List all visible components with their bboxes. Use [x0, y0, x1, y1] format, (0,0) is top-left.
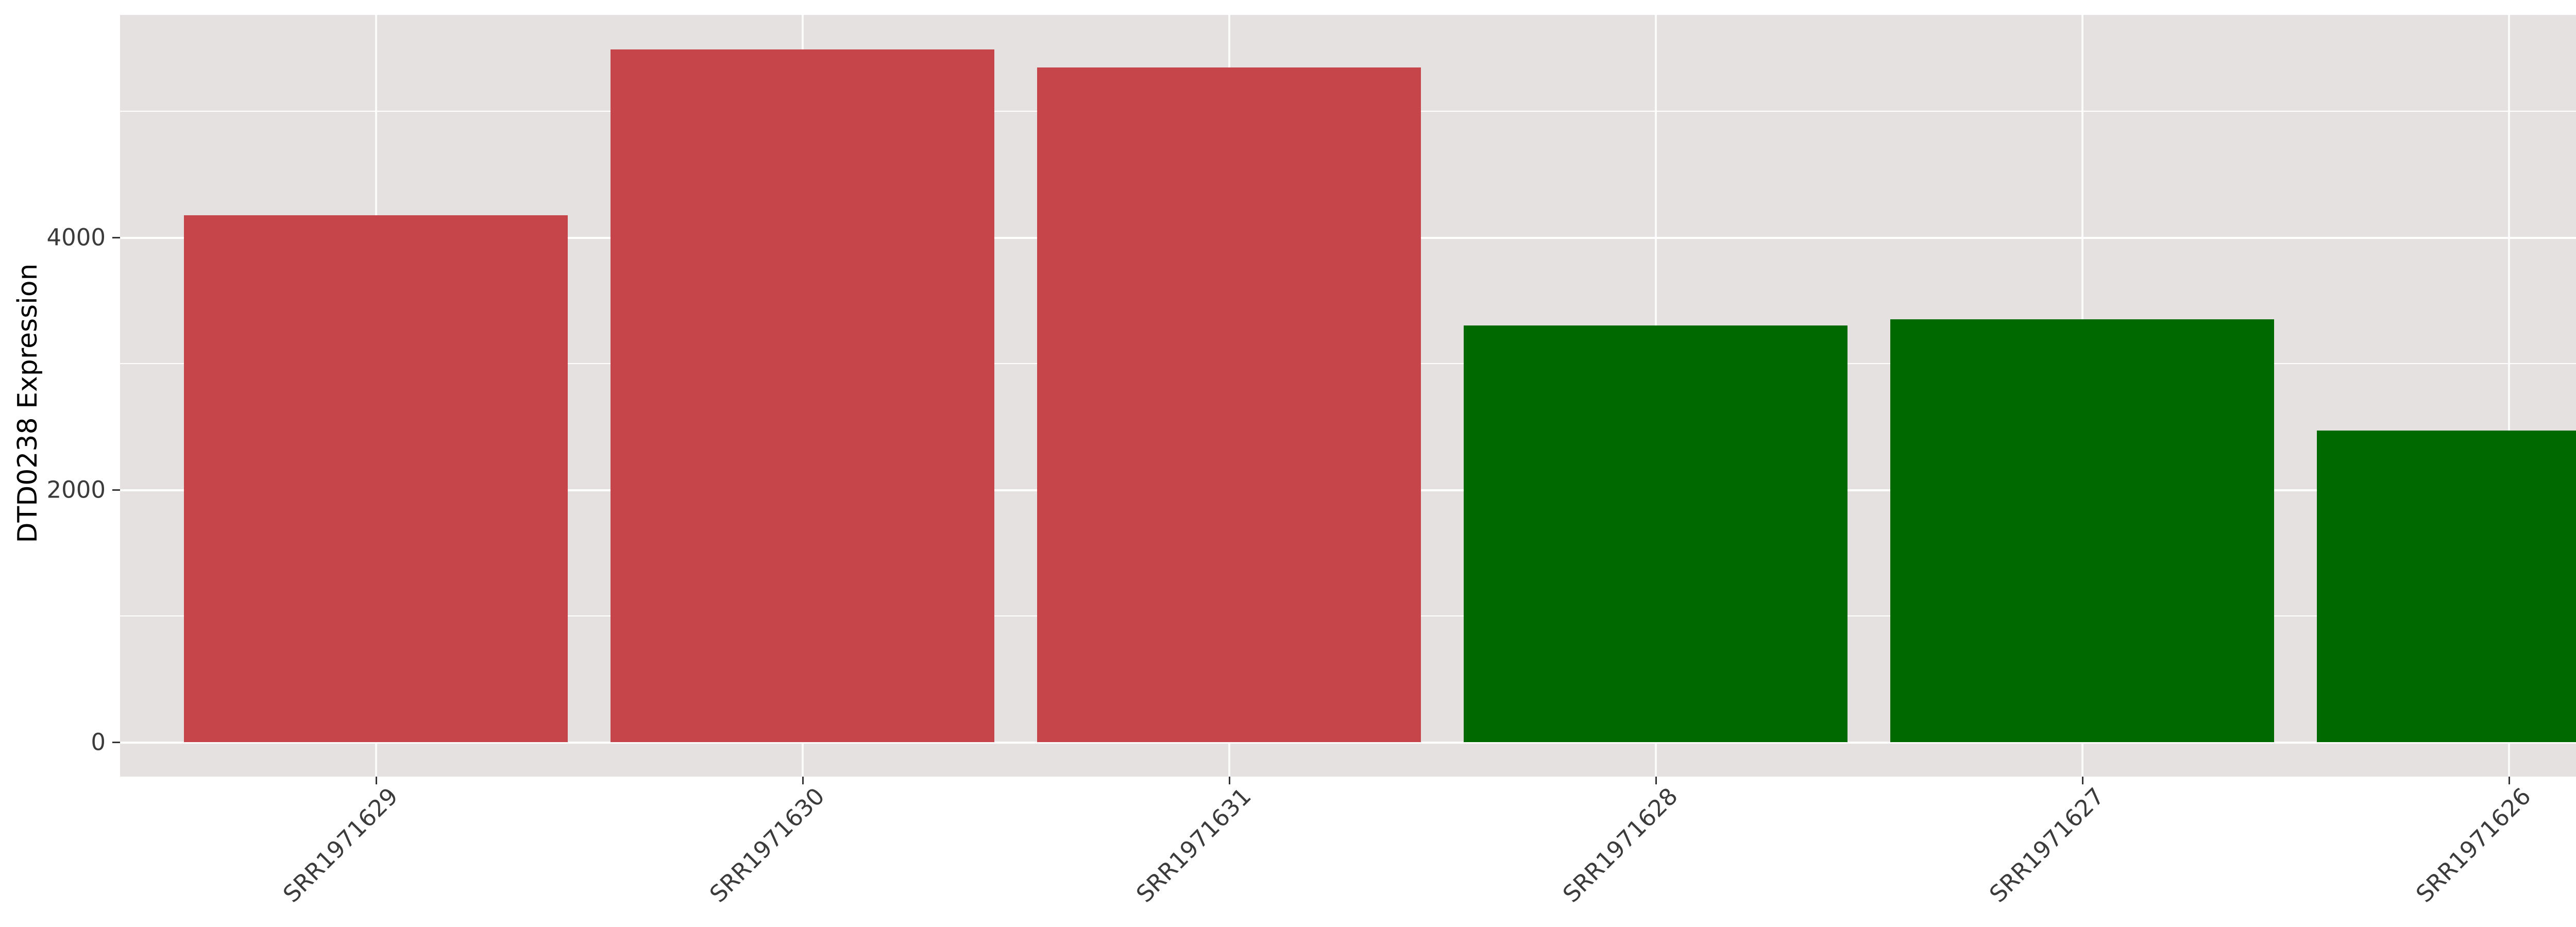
bar-SRR1971628: [1464, 325, 1848, 742]
x-tick-mark-SRR1971631: [1228, 777, 1230, 784]
x-tick-label-SRR1971627: SRR1971627: [1984, 782, 2110, 908]
bar-SRR1971629: [184, 215, 568, 742]
x-tick-mark-SRR1971630: [802, 777, 804, 784]
x-tick-mark-SRR1971627: [2081, 777, 2083, 784]
y-tick-label-4000: 4000: [46, 224, 106, 251]
gridline-major-y-0: [120, 742, 2576, 744]
x-tick-label-SRR1971626: SRR1971626: [2410, 782, 2536, 908]
bar-SRR1971630: [611, 49, 995, 742]
y-tick-mark-0: [112, 742, 120, 743]
gridline-x-SRR1971626: [2507, 15, 2510, 777]
y-tick-label-0: 0: [91, 728, 106, 756]
x-tick-label-SRR1971629: SRR1971629: [277, 782, 403, 908]
x-tick-mark-SRR1971626: [2508, 777, 2510, 784]
bar-SRR1971626: [2317, 431, 2576, 742]
x-tick-label-SRR1971631: SRR1971631: [1130, 782, 1257, 908]
x-tick-mark-SRR1971628: [1655, 777, 1657, 784]
x-tick-label-SRR1971630: SRR1971630: [704, 782, 830, 908]
y-tick-mark-4000: [112, 237, 120, 238]
bar-SRR1971627: [1890, 319, 2275, 742]
x-tick-label-SRR1971628: SRR1971628: [1557, 782, 1683, 908]
y-tick-label-2000: 2000: [46, 476, 106, 504]
y-tick-mark-2000: [112, 489, 120, 491]
bar-SRR1971631: [1037, 67, 1421, 742]
plot-panel: [120, 15, 2576, 777]
x-tick-mark-SRR1971629: [375, 777, 377, 784]
